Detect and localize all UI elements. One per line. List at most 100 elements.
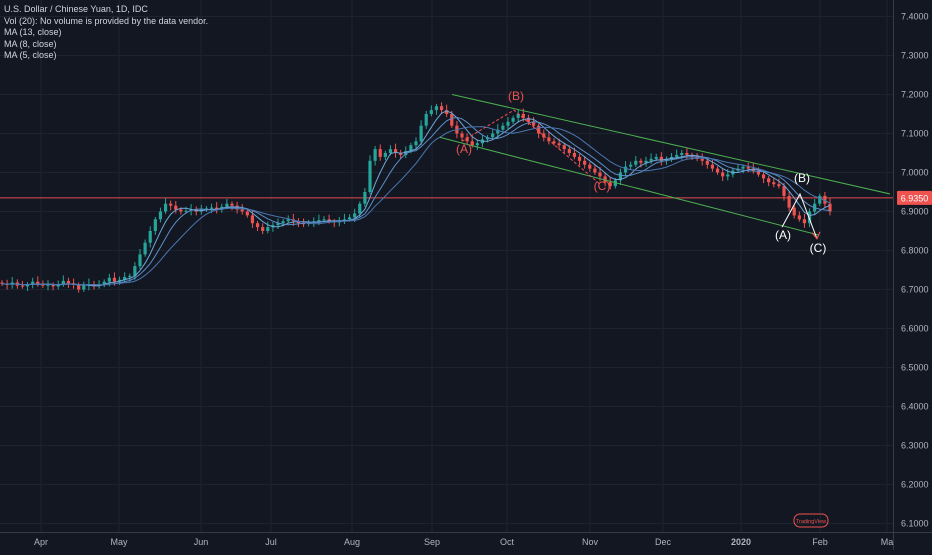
candle-body xyxy=(143,242,147,255)
price-badge-bg xyxy=(897,190,932,205)
candle-body xyxy=(715,168,720,173)
wave-line-red xyxy=(461,109,601,185)
candle-body xyxy=(138,254,142,267)
candle-body xyxy=(577,156,582,161)
candle-body xyxy=(414,141,418,146)
candle-body xyxy=(557,143,561,146)
candle-body xyxy=(623,166,628,173)
candle-body xyxy=(567,149,571,153)
candle-body xyxy=(123,277,127,280)
candle-body xyxy=(342,219,347,221)
candle-body xyxy=(542,133,546,138)
candle-body xyxy=(225,203,229,207)
candle-body xyxy=(184,210,188,212)
candle-body xyxy=(388,149,393,153)
candle-body xyxy=(107,277,111,282)
candle-body xyxy=(721,172,725,177)
legend-ma5: MA (5, close) xyxy=(4,50,57,60)
candle-body xyxy=(179,209,183,212)
candle-body xyxy=(148,231,152,243)
candle-body xyxy=(603,176,607,183)
candle-body xyxy=(353,213,357,218)
candle-body xyxy=(828,203,832,212)
candle-body xyxy=(296,221,301,224)
candle-body xyxy=(521,114,525,118)
candle-body xyxy=(327,219,331,222)
candle-body xyxy=(250,215,255,224)
x-tick-label: Ma xyxy=(881,537,894,547)
candle-body xyxy=(240,209,244,212)
y-tick-label: 6.1000 xyxy=(901,519,929,529)
candle-body xyxy=(572,153,577,157)
candle-body xyxy=(266,227,270,231)
candle-body xyxy=(475,143,479,146)
candle-body xyxy=(797,215,801,220)
x-tick-label: Jun xyxy=(194,537,209,547)
candle-body xyxy=(823,195,827,204)
wave-label: (A) xyxy=(456,142,472,156)
x-tick-label: May xyxy=(110,537,128,547)
candle-body xyxy=(654,156,658,159)
candle-body xyxy=(450,114,454,126)
candle-body xyxy=(255,223,260,228)
candle-body xyxy=(363,192,367,204)
candle-body xyxy=(782,186,786,196)
y-tick-label: 6.5000 xyxy=(901,363,929,373)
candle-body xyxy=(583,160,587,165)
candle-body xyxy=(537,125,541,134)
candle-body xyxy=(439,106,444,111)
candle-body xyxy=(465,137,469,142)
y-tick-label: 6.6000 xyxy=(901,324,929,334)
candle-body xyxy=(511,117,515,122)
x-tick-label: Apr xyxy=(34,537,48,547)
candle-body xyxy=(751,168,755,171)
x-tick-label: Nov xyxy=(582,537,599,547)
wave-line-white xyxy=(781,192,818,239)
candle-body xyxy=(215,207,219,210)
y-tick-label: 6.4000 xyxy=(901,402,929,412)
candle-body xyxy=(547,137,551,142)
wave-arrow-head xyxy=(811,231,821,240)
candle-body xyxy=(322,219,326,221)
candle-body xyxy=(634,160,638,165)
candle-body xyxy=(726,174,730,177)
candle-body xyxy=(82,285,86,290)
candle-body xyxy=(746,166,750,169)
candle-body xyxy=(271,225,275,228)
candle-body xyxy=(419,125,423,142)
candle-body xyxy=(61,280,65,285)
candle-body xyxy=(46,284,50,286)
candle-body xyxy=(409,145,413,152)
candle-body xyxy=(818,195,822,204)
wave-label: (A) xyxy=(775,228,791,242)
candle-body xyxy=(741,166,745,169)
candle-body xyxy=(613,180,617,187)
legend-ma13: MA (13, close) xyxy=(4,27,62,37)
candle-body xyxy=(496,129,500,134)
candle-body xyxy=(531,121,536,126)
candle-body xyxy=(133,266,137,276)
candle-body xyxy=(36,281,40,284)
candle-body xyxy=(675,154,679,157)
candle-body xyxy=(787,195,791,208)
candle-body xyxy=(761,174,766,179)
candle-body xyxy=(710,164,715,169)
candle-body xyxy=(51,284,55,287)
y-tick-label: 7.3000 xyxy=(901,51,929,61)
candle-body xyxy=(261,227,265,231)
wave-label: (C) xyxy=(810,241,827,255)
candle-body xyxy=(358,203,362,214)
candle-body xyxy=(0,282,4,284)
candle-body xyxy=(460,133,464,138)
candle-body xyxy=(664,158,669,161)
candle-body xyxy=(593,168,597,173)
y-tick-label: 6.3000 xyxy=(901,441,929,451)
candle-body xyxy=(526,117,531,122)
y-tick-label: 6.7000 xyxy=(901,285,929,295)
y-tick-label: 7.2000 xyxy=(901,90,929,100)
y-tick-label: 7.1000 xyxy=(901,129,929,139)
candle-body xyxy=(685,153,689,155)
x-tick-label: 2020 xyxy=(731,537,751,547)
